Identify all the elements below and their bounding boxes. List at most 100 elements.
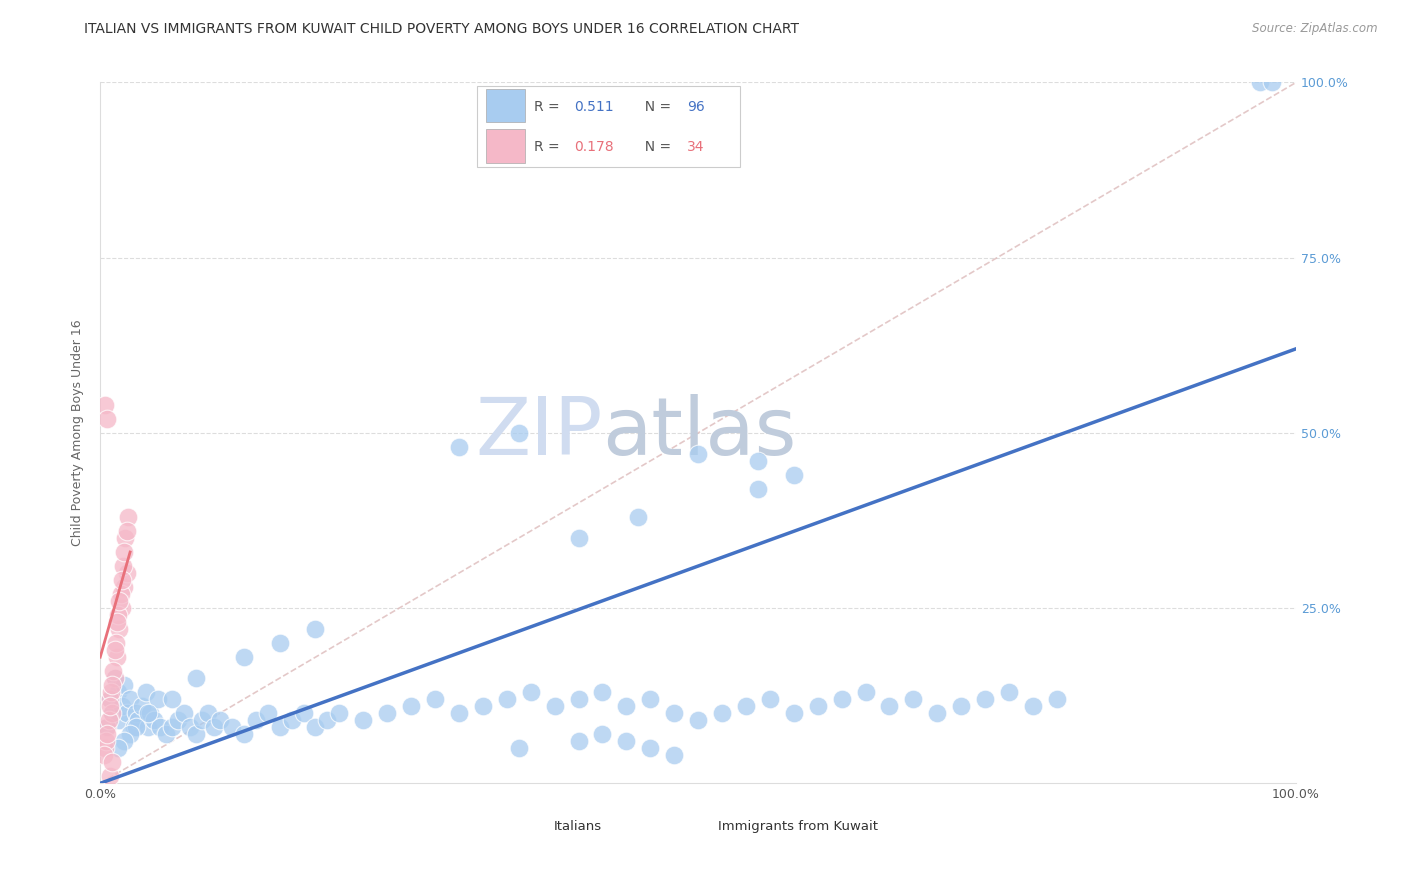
Point	[519, 685, 541, 699]
Point	[101, 678, 124, 692]
FancyBboxPatch shape	[516, 816, 547, 838]
Point	[103, 664, 125, 678]
Point	[1022, 699, 1045, 714]
Point	[280, 713, 302, 727]
Point	[903, 692, 925, 706]
Point	[783, 467, 806, 482]
Point	[747, 482, 769, 496]
Text: 34: 34	[688, 140, 704, 154]
Text: 0.511: 0.511	[574, 100, 613, 114]
Point	[112, 678, 135, 692]
FancyBboxPatch shape	[477, 86, 740, 167]
Point	[399, 699, 422, 714]
Point	[592, 727, 614, 741]
Point	[927, 706, 949, 721]
Point	[256, 706, 278, 721]
Point	[143, 713, 166, 727]
Point	[495, 692, 517, 706]
Point	[131, 699, 153, 714]
Point	[115, 706, 138, 721]
Point	[567, 734, 589, 748]
Text: Source: ZipAtlas.com: Source: ZipAtlas.com	[1253, 22, 1378, 36]
Point	[616, 699, 638, 714]
Point	[139, 706, 162, 721]
Point	[108, 713, 131, 727]
Point	[100, 685, 122, 699]
Point	[1046, 692, 1069, 706]
Point	[759, 692, 782, 706]
Point	[567, 692, 589, 706]
FancyBboxPatch shape	[486, 129, 524, 162]
Point	[96, 412, 118, 426]
Point	[122, 720, 145, 734]
Point	[269, 720, 291, 734]
Point	[94, 398, 117, 412]
Point	[125, 720, 148, 734]
Point	[304, 622, 326, 636]
Point	[112, 580, 135, 594]
Point	[146, 692, 169, 706]
Point	[98, 699, 121, 714]
Point	[974, 692, 997, 706]
Point	[688, 713, 710, 727]
Point	[117, 510, 139, 524]
Point	[114, 531, 136, 545]
Point	[783, 706, 806, 721]
Point	[998, 685, 1021, 699]
Point	[112, 734, 135, 748]
Point	[831, 692, 853, 706]
Point	[136, 706, 159, 721]
Point	[747, 454, 769, 468]
Point	[245, 713, 267, 727]
Point	[328, 706, 350, 721]
Point	[1249, 75, 1271, 89]
Text: Immigrants from Kuwait: Immigrants from Kuwait	[718, 821, 879, 833]
Point	[96, 727, 118, 741]
Point	[111, 601, 134, 615]
Point	[96, 720, 118, 734]
Point	[304, 720, 326, 734]
Point	[664, 748, 686, 763]
Point	[125, 706, 148, 721]
Point	[111, 699, 134, 714]
Point	[105, 650, 128, 665]
Point	[735, 699, 758, 714]
Point	[160, 692, 183, 706]
Point	[447, 440, 470, 454]
Point	[221, 720, 243, 734]
Point	[688, 447, 710, 461]
Point	[104, 636, 127, 650]
Y-axis label: Child Poverty Among Boys Under 16: Child Poverty Among Boys Under 16	[72, 319, 84, 546]
Point	[136, 720, 159, 734]
Point	[111, 573, 134, 587]
Point	[191, 713, 214, 727]
Point	[107, 685, 129, 699]
Point	[98, 692, 121, 706]
Point	[179, 720, 201, 734]
Point	[711, 706, 734, 721]
Point	[103, 643, 125, 657]
Text: 96: 96	[688, 100, 706, 114]
Point	[97, 713, 120, 727]
Point	[103, 671, 125, 685]
Point	[127, 713, 149, 727]
Point	[149, 720, 172, 734]
Point	[184, 727, 207, 741]
Point	[232, 650, 254, 665]
Point	[98, 769, 121, 783]
Point	[120, 692, 142, 706]
Text: N =: N =	[636, 100, 675, 114]
Point	[508, 741, 530, 756]
Point	[197, 706, 219, 721]
Point	[664, 706, 686, 721]
Point	[208, 713, 231, 727]
Point	[110, 587, 132, 601]
Point	[202, 720, 225, 734]
Point	[232, 727, 254, 741]
Point	[112, 545, 135, 559]
Point	[101, 756, 124, 770]
Point	[115, 566, 138, 580]
Point	[855, 685, 877, 699]
Point	[120, 727, 142, 741]
Point	[167, 713, 190, 727]
